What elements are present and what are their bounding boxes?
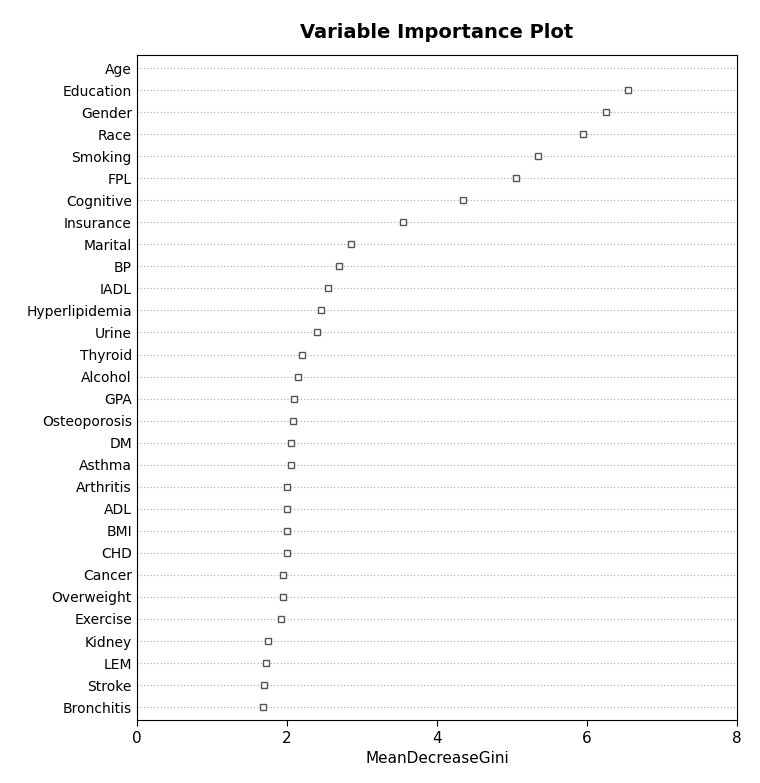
Title: Variable Importance Plot: Variable Importance Plot bbox=[300, 23, 574, 42]
X-axis label: MeanDecreaseGini: MeanDecreaseGini bbox=[365, 752, 509, 767]
